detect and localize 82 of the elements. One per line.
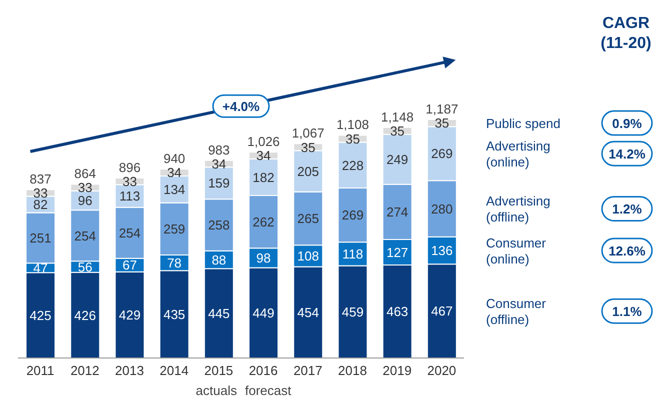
text: Consumer (online) xyxy=(486,236,547,267)
data-label: 463 xyxy=(386,304,408,320)
data-label: 33 xyxy=(122,174,137,189)
total-label: 1,026 xyxy=(247,134,280,150)
x-tick-label: 2014 xyxy=(160,363,189,378)
data-label: 127 xyxy=(386,244,408,260)
total-label: 983 xyxy=(208,142,230,158)
data-label: 429 xyxy=(118,308,141,323)
data-label: 228 xyxy=(342,158,364,173)
text: Advertising (online) xyxy=(486,138,550,170)
data-label: 47 xyxy=(33,260,48,276)
data-label: 33 xyxy=(78,180,92,196)
x-tick-label: 2015 xyxy=(204,363,234,378)
data-label: 88 xyxy=(212,252,226,268)
total-label: 940 xyxy=(163,151,186,166)
data-label: 435 xyxy=(163,306,186,322)
data-label: 118 xyxy=(342,246,364,262)
data-label: 108 xyxy=(297,248,319,264)
data-label: 113 xyxy=(119,188,140,204)
text: +4.0% xyxy=(222,99,260,114)
data-label: 159 xyxy=(208,176,230,191)
x-tick-label: 2019 xyxy=(382,363,412,378)
data-label: 449 xyxy=(252,306,274,321)
x-tick-label: 2011 xyxy=(26,363,54,378)
data-label: 259 xyxy=(163,222,186,237)
text: actuals xyxy=(196,383,238,398)
data-label: 425 xyxy=(30,308,52,323)
data-label: 269 xyxy=(342,208,364,223)
text: 0.9% xyxy=(612,116,642,132)
data-label: 258 xyxy=(208,218,230,233)
data-label: 67 xyxy=(122,258,137,273)
text: forecast xyxy=(245,383,292,398)
data-label: 205 xyxy=(297,164,319,179)
data-label: 459 xyxy=(342,304,364,320)
x-tick-label: 2016 xyxy=(248,363,278,378)
text: 14.2% xyxy=(608,146,646,162)
total-label: 1,067 xyxy=(292,126,324,141)
total-label: 837 xyxy=(30,172,52,187)
data-label: 280 xyxy=(431,201,453,216)
data-label: 136 xyxy=(431,243,453,258)
data-label: 182 xyxy=(252,170,274,185)
data-label: 426 xyxy=(74,308,96,323)
data-label: 269 xyxy=(431,146,453,162)
data-label: 98 xyxy=(256,250,271,266)
data-label: 56 xyxy=(78,259,92,274)
x-tick-label: 2012 xyxy=(70,363,100,378)
total-label: 1,148 xyxy=(381,109,414,124)
x-tick-label: 2020 xyxy=(427,363,456,378)
data-label: 35 xyxy=(390,124,405,139)
data-label: 445 xyxy=(208,306,230,321)
data-label: 274 xyxy=(386,204,408,220)
text: Consumer (offline) xyxy=(486,296,547,328)
data-label: 254 xyxy=(74,228,96,244)
text: CAGR (11-20) xyxy=(600,15,652,52)
total-label: 864 xyxy=(74,166,96,182)
total-label: 896 xyxy=(118,160,141,175)
x-tick-label: 2017 xyxy=(293,363,322,378)
data-label: 34 xyxy=(256,148,271,164)
total-label: 1,187 xyxy=(426,102,458,117)
data-label: 96 xyxy=(78,193,92,208)
total-label: 1,108 xyxy=(336,117,369,132)
text: Public spend xyxy=(486,116,560,132)
data-label: 34 xyxy=(212,156,226,172)
text: 12.6% xyxy=(608,244,646,259)
data-label: 262 xyxy=(252,214,274,230)
data-label: 78 xyxy=(167,255,182,270)
data-label: 134 xyxy=(163,182,186,198)
data-label: 265 xyxy=(297,211,319,226)
text: 1.2% xyxy=(612,202,642,217)
data-label: 251 xyxy=(30,230,52,246)
data-label: 35 xyxy=(434,116,450,131)
data-label: 249 xyxy=(386,152,408,168)
x-tick-label: 2013 xyxy=(115,363,144,378)
data-label: 454 xyxy=(297,305,319,320)
data-label: 35 xyxy=(345,131,360,146)
text: 1.1% xyxy=(612,304,642,320)
data-label: 467 xyxy=(431,304,453,319)
data-label: 254 xyxy=(118,225,141,240)
data-label: 34 xyxy=(167,165,182,180)
text: Advertising (offline) xyxy=(486,194,550,225)
data-label: 35 xyxy=(300,140,316,155)
x-tick-label: 2018 xyxy=(338,363,367,378)
